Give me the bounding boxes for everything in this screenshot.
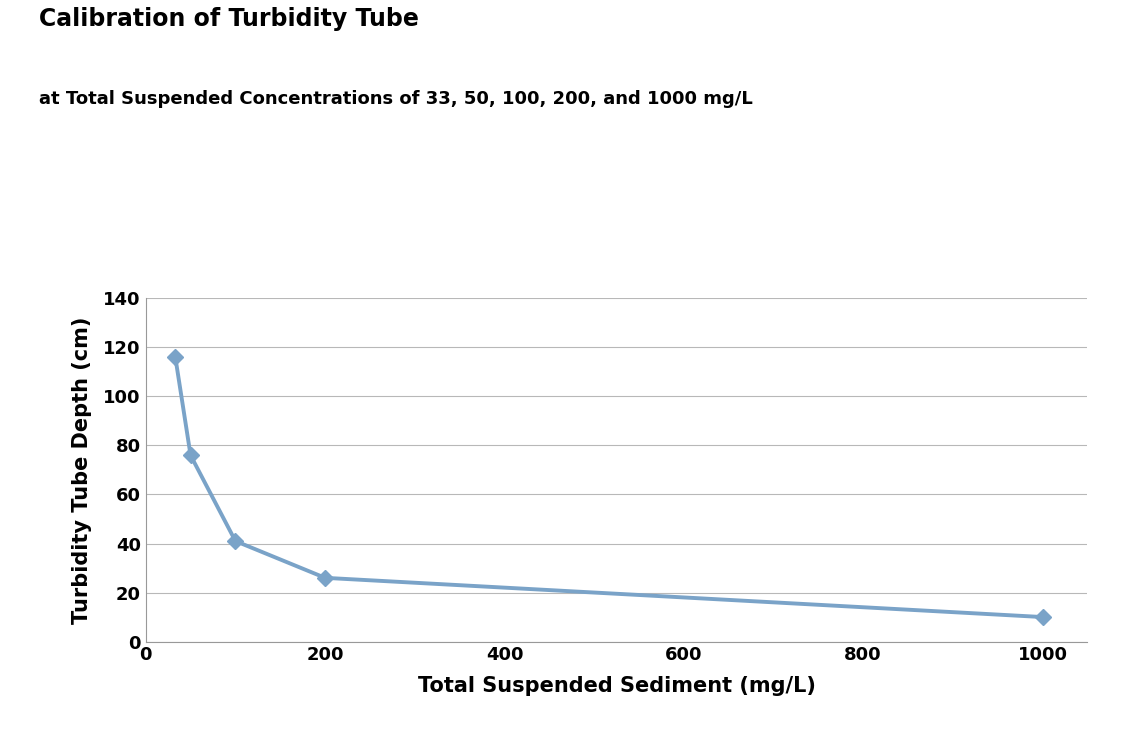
X-axis label: Total Suspended Sediment (mg/L): Total Suspended Sediment (mg/L) [418, 676, 815, 695]
Text: Calibration of Turbidity Tube: Calibration of Turbidity Tube [39, 7, 419, 31]
Y-axis label: Turbidity Tube Depth (cm): Turbidity Tube Depth (cm) [72, 316, 92, 624]
Text: at Total Suspended Concentrations of 33, 50, 100, 200, and 1000 mg/L: at Total Suspended Concentrations of 33,… [39, 90, 753, 107]
